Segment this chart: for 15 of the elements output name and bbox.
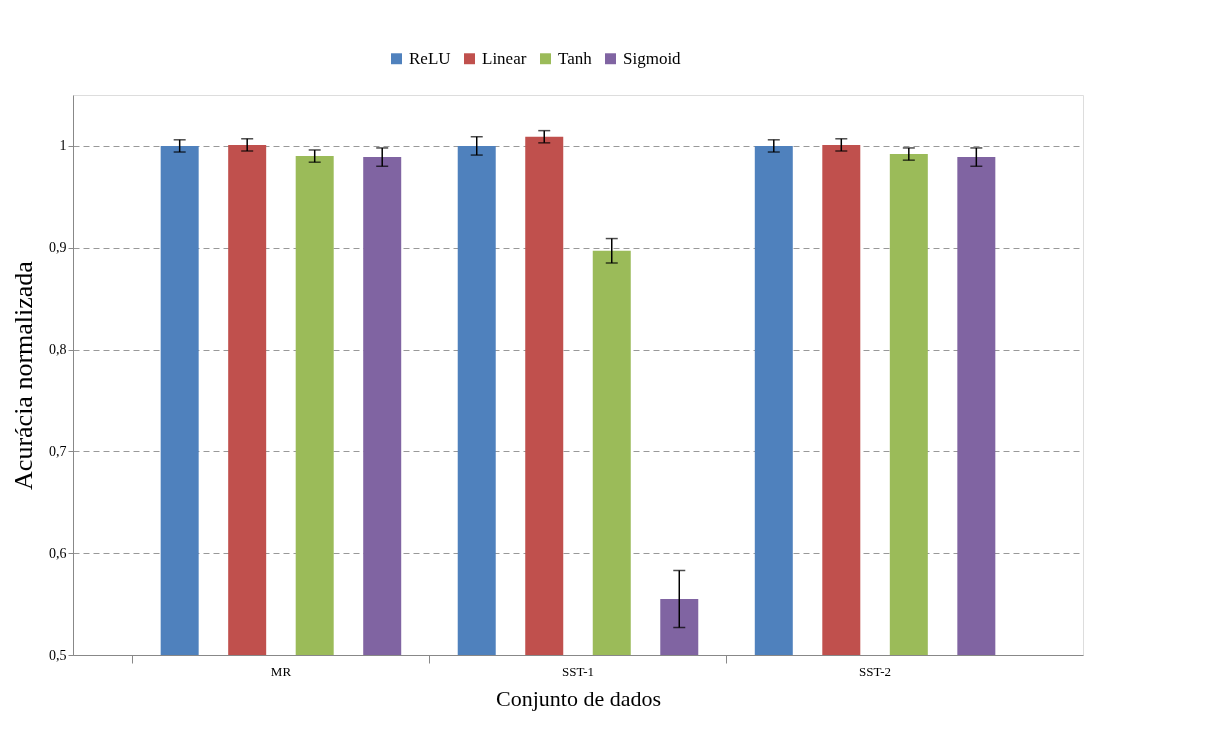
y-axis-title: Acurácia normalizada [9,260,38,490]
x-tick-label: SST-2 [859,663,892,679]
y-tick-label: 0,6 [49,545,67,561]
y-tick-label: 0,5 [49,647,67,663]
y-tick-label: 0,7 [49,443,67,459]
legend-label: Sigmoid [623,48,682,68]
legend-label: ReLU [409,48,451,68]
y-tick-label: 1 [59,138,67,154]
x-tick-label: MR [270,663,292,679]
legend-label: Tanh [558,48,593,68]
legend-label: Linear [482,48,527,68]
y-tick-label: 0,9 [49,240,67,256]
y-tick-label: 0,8 [49,342,67,358]
x-axis-title: Conjunto de dados [496,685,661,711]
x-tick-label: SST-1 [561,663,595,679]
